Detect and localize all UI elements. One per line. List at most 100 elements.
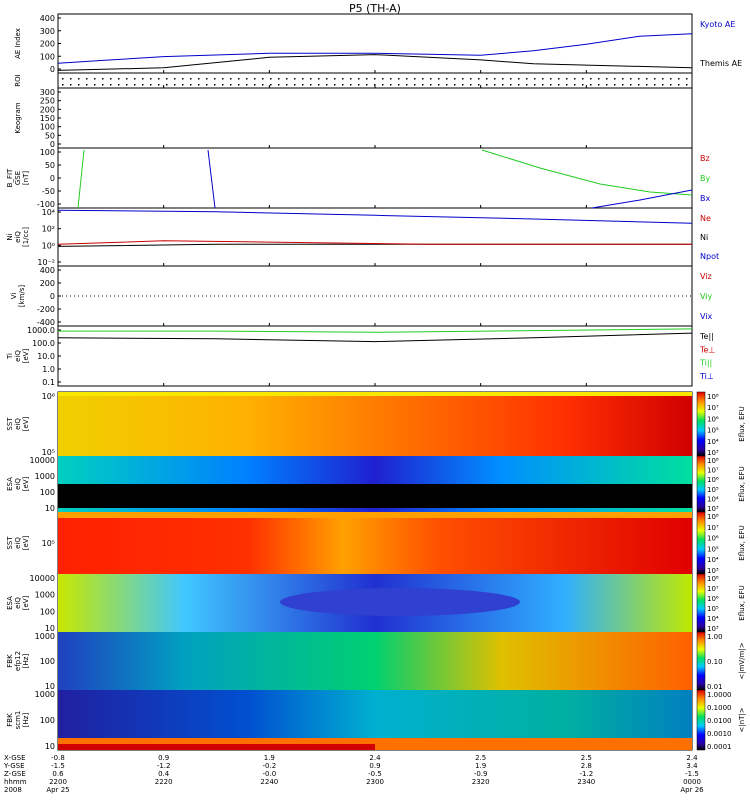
roi-dot bbox=[358, 78, 360, 80]
cb5-tick: 0.01 bbox=[707, 683, 723, 691]
roi-dot bbox=[526, 78, 528, 80]
roi-dot bbox=[558, 84, 560, 86]
roi-dot bbox=[454, 78, 456, 80]
bfit-ylabel: GSE bbox=[14, 171, 22, 185]
ti-legend-3: Ti⊥ bbox=[699, 372, 714, 381]
roi-dot bbox=[382, 78, 384, 80]
ae-ytick-label: 0 bbox=[50, 65, 55, 74]
ae-legend-0: Kyoto AE bbox=[700, 20, 735, 29]
cb2-tick: 10³ bbox=[707, 505, 719, 513]
series-line-3 bbox=[57, 240, 692, 245]
series-line-5 bbox=[58, 328, 693, 333]
fbk2-ylabel: FBK bbox=[6, 713, 14, 727]
roi-dot bbox=[126, 84, 128, 86]
cb3-tick: 10⁸ bbox=[707, 513, 719, 521]
keo-ylabel: Keogram bbox=[14, 102, 22, 133]
cb6-tick: 0.0001 bbox=[707, 743, 732, 751]
fbk1-ylabel: FBK bbox=[6, 654, 14, 668]
xaxis-tick-label: 2.8 bbox=[581, 762, 592, 770]
cb6-label: <|nT|> bbox=[738, 707, 746, 732]
roi-dot bbox=[430, 78, 432, 80]
xaxis-row-label: hhmm bbox=[4, 778, 27, 786]
ni-ytick-label: 10⁻² bbox=[37, 258, 55, 267]
roi-dot bbox=[150, 84, 152, 86]
xaxis-tick-label: -0.5 bbox=[368, 770, 382, 778]
fbk1-ytick-label: 100 bbox=[40, 657, 55, 666]
time-axis-labels: X-GSEY-GSEZ-GSEhhmm2008-0.8-1.50.62200Ap… bbox=[3, 754, 704, 794]
roi-dot bbox=[638, 84, 640, 86]
roi-dot bbox=[678, 84, 680, 86]
cb2-tick: 10⁶ bbox=[707, 476, 719, 484]
roi-dot bbox=[462, 78, 464, 80]
cb1-label: Eflux, EFU bbox=[738, 406, 746, 441]
roi-dot bbox=[582, 78, 584, 80]
vi-legend-2: Vix bbox=[700, 312, 713, 321]
cb4-colorbar bbox=[696, 573, 706, 633]
roi-dot bbox=[278, 78, 280, 80]
keo-ytick-label: 100 bbox=[40, 123, 55, 132]
ae-ytick-label: 400 bbox=[40, 14, 55, 23]
ae-ytick-label: 200 bbox=[40, 40, 55, 49]
keo-ytick-label: 50 bbox=[45, 131, 55, 140]
series-line-4 bbox=[57, 209, 693, 224]
cb5-tick: 0.10 bbox=[707, 658, 723, 666]
roi-dot bbox=[398, 78, 400, 80]
roi-dot bbox=[390, 84, 392, 86]
roi-dot bbox=[134, 84, 136, 86]
roi-dot bbox=[438, 84, 440, 86]
roi-dot bbox=[254, 78, 256, 80]
roi-dot bbox=[142, 84, 144, 86]
xaxis-tick-label: 2340 bbox=[577, 778, 595, 786]
cb1-tick: 10⁷ bbox=[707, 404, 719, 412]
xaxis-tick-label: 3.4 bbox=[686, 762, 698, 770]
sst1-ytick-label: 10⁵ bbox=[42, 448, 55, 457]
xaxis-row-label: Z-GSE bbox=[4, 770, 26, 778]
ti-frame bbox=[57, 325, 693, 387]
cb6-tick: 0.0100 bbox=[707, 717, 732, 725]
bfit-legend-1: By bbox=[700, 174, 710, 183]
xaxis-tick-label: 0.4 bbox=[158, 770, 170, 778]
ni-frame bbox=[57, 207, 693, 267]
roi-dot bbox=[342, 78, 344, 80]
esa2-ytick-label: 100 bbox=[40, 607, 55, 616]
xaxis-tick-label: -1.5 bbox=[685, 770, 699, 778]
xaxis-tick-label: -1.2 bbox=[157, 762, 171, 770]
ae-ytick-label: 300 bbox=[40, 27, 55, 36]
ni-ylabel: eiQ bbox=[14, 231, 22, 243]
esa1-ylabel: [eV] bbox=[22, 476, 30, 491]
cb4-tick: 10³ bbox=[707, 625, 719, 633]
roi-dot bbox=[134, 78, 136, 80]
roi-dot bbox=[446, 78, 448, 80]
xaxis-row-label: X-GSE bbox=[4, 754, 26, 762]
roi-dot bbox=[150, 78, 152, 80]
sst1-top-band bbox=[58, 392, 692, 396]
esa2-ytick-label: 1000 bbox=[35, 591, 55, 600]
xaxis-tick-label: 2.4 bbox=[369, 754, 381, 762]
roi-dot bbox=[214, 84, 216, 86]
roi-dot bbox=[494, 84, 496, 86]
roi-dot bbox=[518, 84, 520, 86]
roi-dot bbox=[582, 84, 584, 86]
roi-dot bbox=[230, 78, 232, 80]
roi-dot bbox=[118, 84, 120, 86]
cb6-tick: 1.0000 bbox=[707, 691, 732, 699]
roi-dot bbox=[422, 78, 424, 80]
xaxis-tick-label: 2220 bbox=[155, 778, 173, 786]
roi-dot bbox=[110, 78, 112, 80]
roi-dot bbox=[574, 78, 576, 80]
roi-dot bbox=[246, 78, 248, 80]
roi-dot bbox=[566, 78, 568, 80]
roi-dot bbox=[518, 78, 520, 80]
fbk2-ytick-label: 10 bbox=[45, 742, 55, 751]
xaxis-tick-label: 1.9 bbox=[475, 762, 486, 770]
ti-ylabel: [eV] bbox=[22, 348, 30, 363]
roi-dot bbox=[286, 84, 288, 86]
roi-dot bbox=[470, 78, 472, 80]
roi-dot bbox=[230, 84, 232, 86]
roi-dot bbox=[102, 78, 104, 80]
plot-title: P5 (TH-A) bbox=[349, 2, 401, 15]
xaxis-tick-label: 2200 bbox=[49, 778, 67, 786]
roi-dot bbox=[86, 78, 88, 80]
roi-dot bbox=[646, 84, 648, 86]
